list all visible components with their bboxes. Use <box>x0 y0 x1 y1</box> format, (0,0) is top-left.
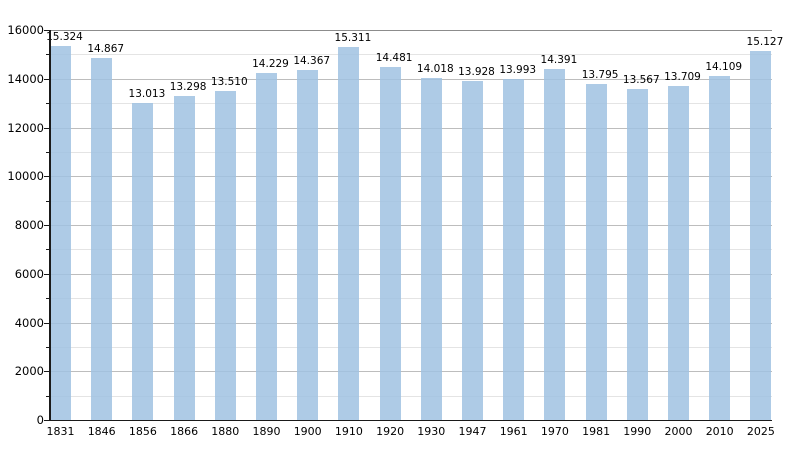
bar <box>420 78 442 420</box>
x-tick-label: 1961 <box>499 425 528 438</box>
bar-value-label: 15.324 <box>46 31 83 44</box>
y-tick-label: 0 <box>36 413 44 427</box>
bar-value-label: 13.993 <box>499 63 537 76</box>
grid-major-line <box>50 225 773 226</box>
bar-value-label: 13.510 <box>210 75 248 88</box>
x-tick-label: 1930 <box>417 425 446 438</box>
x-tick-label: 1920 <box>376 425 405 438</box>
bar-value-label: 14.109 <box>705 61 743 74</box>
bar <box>379 67 401 420</box>
grid-major-line <box>50 273 773 275</box>
bar <box>626 89 648 420</box>
grid-major-line <box>50 78 773 80</box>
x-tick-label: 1900 <box>293 425 322 438</box>
bar-value-label: 14.481 <box>375 52 413 65</box>
y-major-tick-mark <box>44 225 50 226</box>
grid-major-line <box>50 322 773 324</box>
y-minor-tick-mark <box>46 346 50 348</box>
grid-minor-line <box>50 395 773 397</box>
bar <box>214 90 236 420</box>
y-tick-label: 16000 <box>7 23 44 37</box>
bar-value-label: 13.013 <box>128 87 166 100</box>
grid-minor-line <box>50 298 773 300</box>
y-tick-label: 6000 <box>14 266 44 281</box>
grid-minor-line <box>50 346 773 348</box>
x-tick-label: 1856 <box>128 425 157 438</box>
y-major-tick-mark <box>44 78 50 80</box>
y-tick-label: 2000 <box>14 364 44 379</box>
y-major-tick-mark <box>44 371 50 373</box>
bar <box>462 80 483 420</box>
y-tick-label: 10000 <box>7 169 44 184</box>
bar-value-label: 13.795 <box>581 68 619 81</box>
grid-top-line <box>50 30 773 31</box>
x-tick-label: 1846 <box>87 425 116 438</box>
x-tick-label: 1890 <box>252 425 281 438</box>
x-tick-label: 1990 <box>623 425 652 438</box>
bar <box>50 46 71 420</box>
bar <box>132 102 154 420</box>
y-tick-label: 14000 <box>7 71 44 86</box>
grid-major-line <box>50 176 773 178</box>
x-tick-label: 1866 <box>170 425 199 438</box>
bar <box>91 57 113 420</box>
y-minor-tick-mark <box>46 298 50 300</box>
bar-value-label: 14.229 <box>252 58 289 71</box>
bar-value-label: 13.298 <box>169 80 207 93</box>
y-minor-tick-mark <box>46 395 50 397</box>
y-minor-tick-mark <box>46 249 50 251</box>
y-minor-tick-mark <box>46 200 50 202</box>
y-minor-tick-mark <box>46 151 50 153</box>
y-tick-label: 12000 <box>7 120 44 135</box>
y-major-tick-mark <box>44 273 50 275</box>
x-axis-line <box>47 419 773 422</box>
grid-minor-line <box>50 54 773 56</box>
x-tick-label: 2000 <box>664 425 693 438</box>
bar <box>544 69 566 420</box>
grid-major-line <box>50 371 773 373</box>
y-tick-label: 8000 <box>14 218 44 232</box>
bar <box>503 78 525 420</box>
bar-value-label: 13.709 <box>664 70 701 83</box>
y-major-tick-mark <box>44 176 50 178</box>
x-tick-label: 1981 <box>582 425 611 438</box>
bar <box>585 83 607 420</box>
x-tick-label: 1831 <box>46 425 75 438</box>
y-major-tick-mark <box>44 30 50 31</box>
bar-value-label: 14.391 <box>540 54 578 67</box>
grid-minor-line <box>50 103 773 105</box>
bar <box>709 76 731 420</box>
bar-value-label: 14.367 <box>293 54 331 67</box>
x-tick-label: 1910 <box>334 425 363 438</box>
bar <box>668 85 689 420</box>
bar-value-label: 14.867 <box>87 42 125 55</box>
bar <box>297 69 319 420</box>
bar-value-label: 14.018 <box>416 63 454 76</box>
bar <box>173 95 195 420</box>
y-axis-line <box>49 30 51 420</box>
bar <box>338 46 360 420</box>
bar-value-label: 15.311 <box>334 31 372 44</box>
y-tick-label: 4000 <box>14 315 44 330</box>
y-minor-tick-mark <box>46 54 50 56</box>
grid-major-line <box>50 127 773 129</box>
bar <box>256 73 277 420</box>
x-tick-label: 1947 <box>458 425 487 438</box>
bar-value-label: 13.928 <box>458 65 495 78</box>
x-tick-label: 2025 <box>746 425 775 438</box>
grid-minor-line <box>50 200 773 202</box>
bar <box>750 51 772 420</box>
x-tick-label: 2010 <box>705 425 734 438</box>
bar-value-label: 15.127 <box>746 36 784 49</box>
y-major-tick-mark <box>44 127 50 129</box>
grid-minor-line <box>50 249 773 251</box>
y-minor-tick-mark <box>46 103 50 105</box>
x-tick-label: 1970 <box>540 425 569 438</box>
grid-minor-line <box>50 151 773 153</box>
x-tick-label: 1880 <box>211 425 240 438</box>
bar-value-label: 13.567 <box>622 74 660 87</box>
y-major-tick-mark <box>44 322 50 324</box>
